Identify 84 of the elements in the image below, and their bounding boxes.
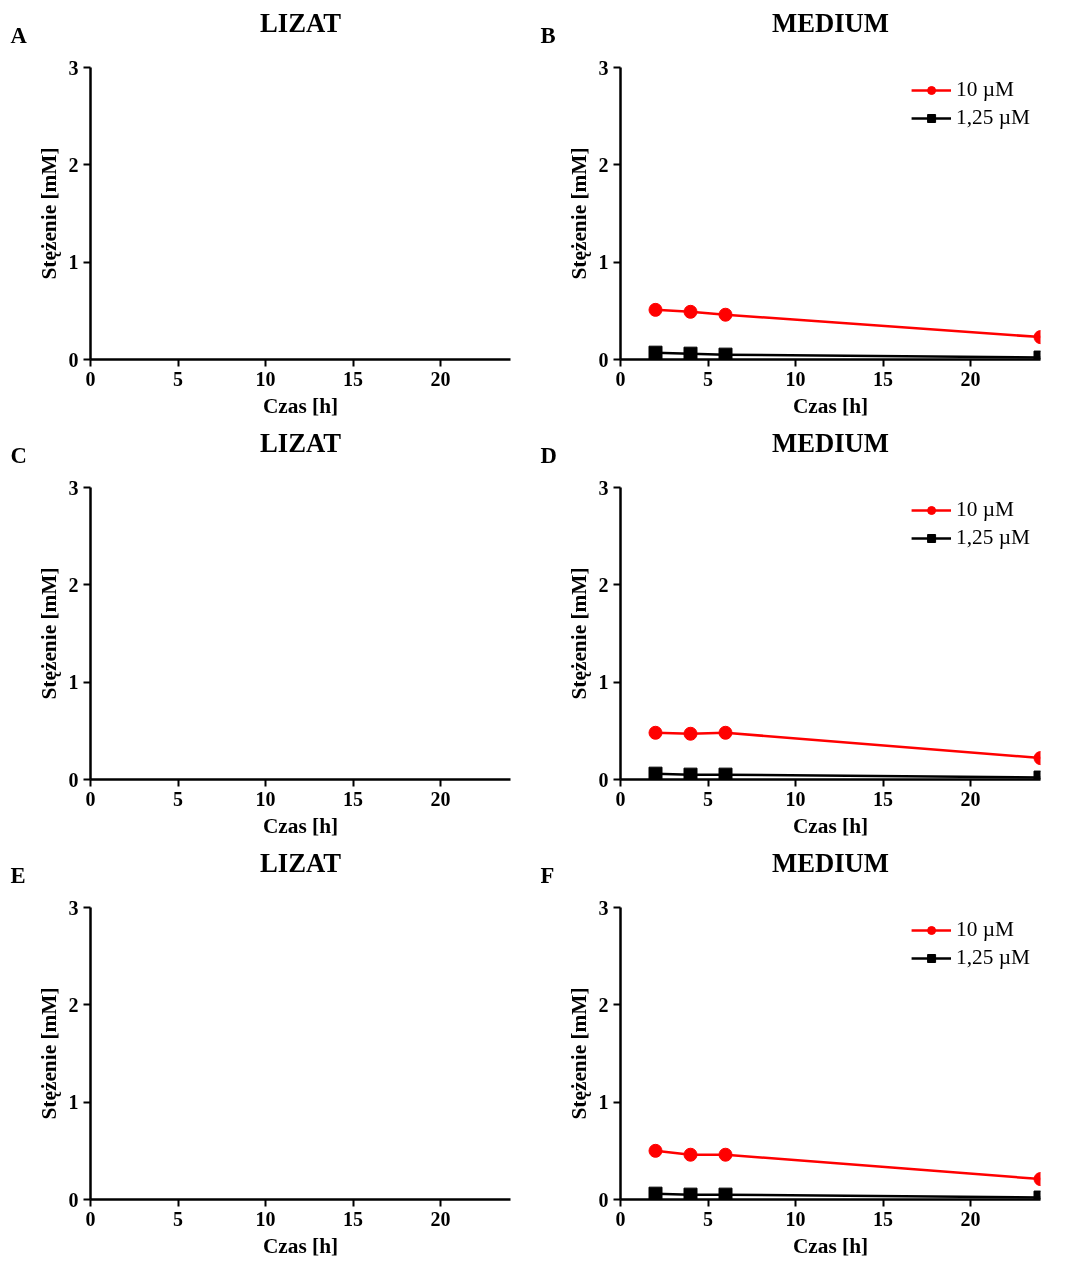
x-tick-label: 20 [960,787,981,810]
legend-label: 1,25 µM [956,105,1030,130]
x-tick-label: 0 [615,787,626,810]
y-tick-label: 1 [598,251,609,274]
x-tick-label: 20 [960,367,981,390]
y-tick-label: 2 [598,993,609,1016]
x-tick-label: 20 [960,1207,981,1230]
y-tick-label: 1 [68,251,79,274]
y-tick-label: 3 [598,896,609,919]
x-tick-label: 10 [255,1207,276,1230]
y-tick-label: 2 [598,573,609,596]
text: B [540,22,556,48]
y-axis-title: Stężenie [mM] [36,147,61,280]
x-tick-label: 20 [430,367,451,390]
x-tick-label: 10 [255,787,276,810]
x-tick-label: 0 [85,367,96,390]
x-tick-label: 10 [785,367,806,390]
y-tick-label: 0 [598,768,609,791]
text: E [10,862,26,888]
x-tick-label: 20 [430,787,451,810]
y-tick-label: 0 [68,348,79,371]
x-tick-label: 10 [785,787,806,810]
y-axis-title: Stężenie [mM] [36,987,61,1120]
y-axis-title: Stężenie [mM] [566,567,591,700]
y-tick-label: 0 [598,348,609,371]
x-tick-label: 15 [343,367,363,390]
x-tick-label: 10 [255,367,276,390]
x-tick-label: 15 [873,787,893,810]
y-tick-label: 2 [68,993,79,1016]
y-tick-label: 3 [68,896,79,919]
y-tick-label: 3 [598,476,609,499]
x-tick-label: 0 [615,367,626,390]
y-tick-label: 0 [598,1188,609,1211]
y-tick-label: 1 [598,671,609,694]
x-tick-label: 0 [85,787,96,810]
y-tick-label: 3 [598,56,609,79]
x-axis-title: Czas [h] [262,813,339,838]
text: C [10,442,27,468]
x-tick-label: 10 [785,1207,806,1230]
y-tick-label: 0 [68,1188,79,1211]
y-tick-label: 2 [68,573,79,596]
x-tick-label: 5 [703,1207,713,1230]
chart-title: MEDIUM [772,847,889,878]
x-tick-label: 15 [873,367,893,390]
legend-label: 1,25 µM [956,525,1030,550]
y-tick-label: 1 [598,1091,609,1114]
x-tick-label: 15 [343,1207,363,1230]
y-tick-label: 2 [598,153,609,176]
x-tick-label: 15 [343,787,363,810]
y-axis-title: Stężenie [mM] [566,987,591,1120]
legend-label: 10 µM [956,917,1014,942]
x-tick-label: 5 [173,1207,183,1230]
text: A [10,22,28,48]
x-tick-label: 0 [85,1207,96,1230]
x-tick-label: 5 [703,367,713,390]
y-axis-title: Stężenie [mM] [566,147,591,280]
text: D [540,442,557,468]
x-tick-label: 0 [615,1207,626,1230]
legend-label: 10 µM [956,497,1014,522]
legend-label: 1,25 µM [956,945,1030,970]
text: F [540,862,555,888]
y-tick-label: 1 [68,1091,79,1114]
chart-title: LIZAT [260,7,342,38]
chart-title: LIZAT [260,427,342,458]
y-tick-label: 1 [68,671,79,694]
x-tick-label: 15 [873,1207,893,1230]
y-axis-title: Stężenie [mM] [36,567,61,700]
x-axis-title: Czas [h] [792,813,869,838]
x-tick-label: 5 [703,787,713,810]
x-axis-title: Czas [h] [262,1233,339,1258]
y-tick-label: 2 [68,153,79,176]
x-tick-label: 20 [430,1207,451,1230]
chart-title: MEDIUM [772,7,889,38]
x-axis-title: Czas [h] [792,1233,869,1258]
y-tick-label: 0 [68,768,79,791]
chart-title: MEDIUM [772,427,889,458]
y-tick-label: 3 [68,56,79,79]
x-axis-title: Czas [h] [792,393,869,418]
chart-title: LIZAT [260,847,342,878]
x-tick-label: 5 [173,787,183,810]
y-tick-label: 3 [68,476,79,499]
x-axis-title: Czas [h] [262,393,339,418]
legend-label: 10 µM [956,77,1014,102]
x-tick-label: 5 [173,367,183,390]
